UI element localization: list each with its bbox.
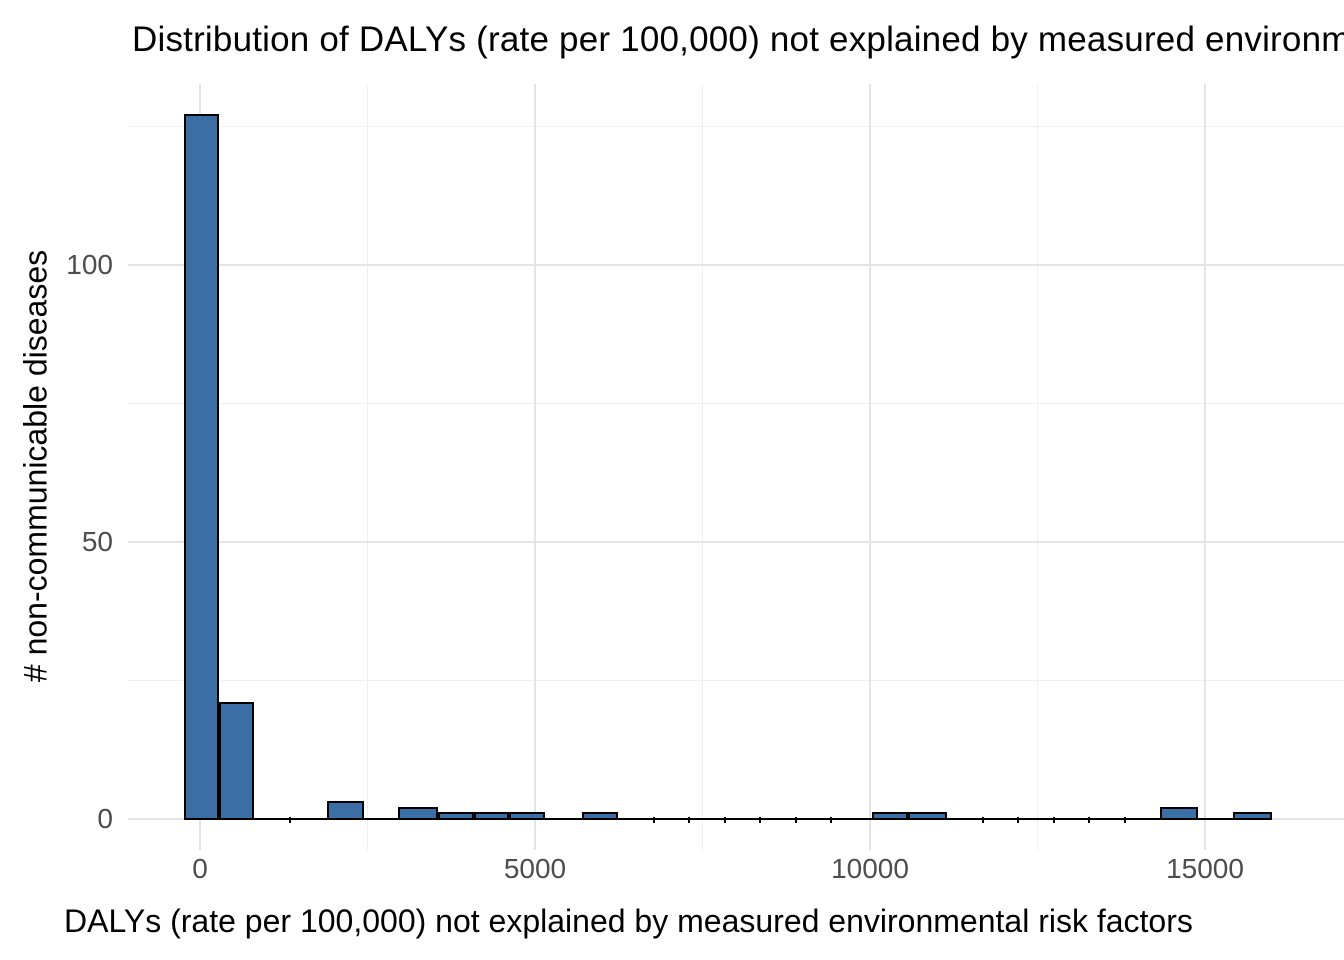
bin-edge-tick [688,817,691,823]
gridline-minor-y-75 [128,402,1344,404]
histogram-bar [327,801,364,820]
histogram-bar [397,806,438,820]
bin-edge-tick [1017,817,1020,823]
gridline-minor-x-7500 [702,84,703,850]
x-tick-label-0: 0 [192,853,208,884]
histogram-bar [509,812,545,820]
x-tick-label-15000: 15000 [1166,853,1244,884]
y-axis-title: # non-communicable diseases [17,249,54,683]
bin-edge-tick [652,817,655,823]
histogram-baseline [183,818,1272,820]
histogram-bar [581,812,618,820]
histogram-bar [872,812,908,820]
gridline-major-x-5000 [534,84,536,850]
histogram-bar [907,812,947,820]
x-axis-title: DALYs (rate per 100,000) not explained b… [64,903,1193,939]
histogram-bar [1233,812,1272,820]
gridline-major-x-15000 [1204,84,1206,850]
histogram-bar [219,701,255,820]
histogram-bar [1159,806,1199,820]
gridline-major-y-50 [128,540,1344,543]
gridline-minor-y-125 [128,125,1344,127]
histogram-bar [437,812,474,820]
bin-edge-tick [1052,817,1055,823]
gridline-major-y-100 [128,263,1344,266]
gridline-minor-x-12500 [1037,84,1038,850]
histogram-bar [473,812,510,820]
bin-edge-tick [981,817,984,823]
gridline-minor-y-25 [128,679,1344,681]
y-tick-label-100: 100 [66,248,113,280]
y-tick-label-50: 50 [81,525,113,557]
bin-edge-tick [759,817,762,823]
bin-edge-tick [1123,817,1126,823]
x-tick-label-10000: 10000 [831,853,909,884]
y-tick-label-0: 0 [97,803,113,834]
bin-edge-tick [830,817,833,823]
bin-edge-tick [1088,817,1091,823]
histogram-bar [183,114,220,820]
bin-edge-tick [723,817,726,823]
bin-edge-tick [289,817,292,823]
bin-edge-tick [794,817,797,823]
gridline-minor-x-2500 [367,84,368,850]
x-tick-label-5000: 5000 [503,853,567,884]
gridline-major-x-10000 [869,84,871,850]
chart-title: Distribution of DALYs (rate per 100,000)… [132,20,1344,59]
